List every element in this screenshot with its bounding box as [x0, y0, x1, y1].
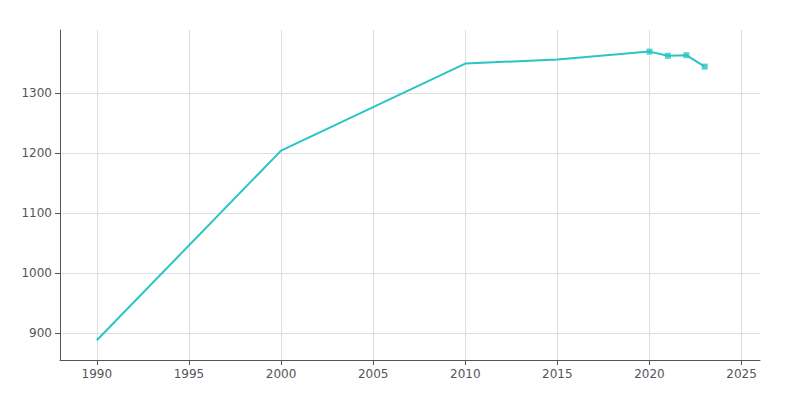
svg-text:2005: 2005	[358, 367, 389, 381]
svg-text:2010: 2010	[450, 367, 481, 381]
svg-text:1300: 1300	[21, 86, 52, 100]
svg-text:2015: 2015	[542, 367, 573, 381]
svg-text:900: 900	[29, 326, 52, 340]
svg-text:1200: 1200	[21, 146, 52, 160]
svg-text:2025: 2025	[726, 367, 757, 381]
svg-text:1990: 1990	[82, 367, 113, 381]
svg-text:2000: 2000	[266, 367, 297, 381]
svg-text:1100: 1100	[21, 206, 52, 220]
svg-text:1995: 1995	[174, 367, 205, 381]
svg-text:1000: 1000	[21, 266, 52, 280]
svg-text:2020: 2020	[634, 367, 665, 381]
